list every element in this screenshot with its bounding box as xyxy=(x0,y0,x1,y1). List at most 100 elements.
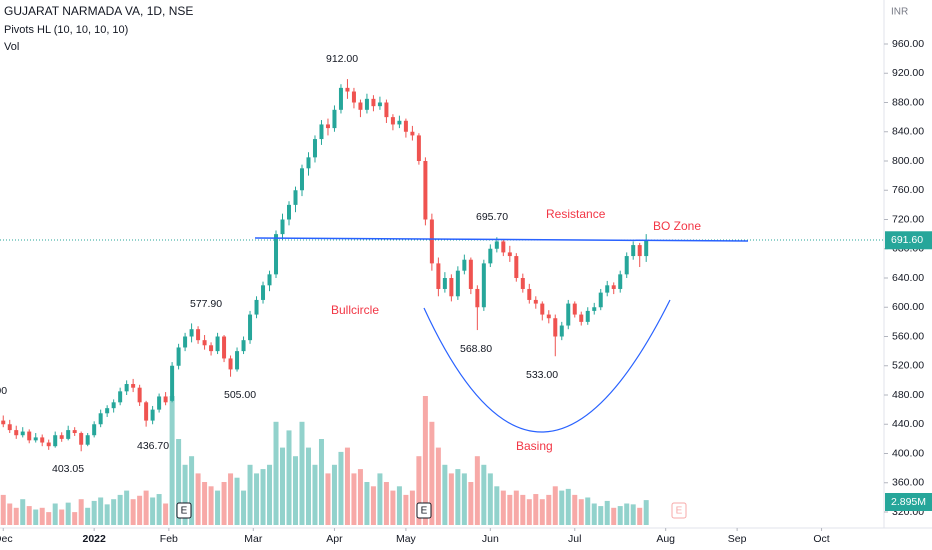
candle-body xyxy=(144,402,149,421)
candle-body xyxy=(306,157,311,169)
candle-body xyxy=(364,98,369,110)
x-tick-label: Oct xyxy=(813,533,829,545)
candle-body xyxy=(624,256,629,275)
volume-bar xyxy=(208,486,214,525)
volume-bar xyxy=(312,464,318,525)
volume-bar xyxy=(72,512,78,525)
y-tick-label: 720.00 xyxy=(892,213,924,225)
candle-body xyxy=(196,329,201,341)
resistance-line xyxy=(254,237,749,242)
volume-bar xyxy=(176,439,182,525)
candle-body xyxy=(637,245,642,257)
candle-body xyxy=(631,245,636,257)
candle-layer xyxy=(1,79,649,452)
volume-bar xyxy=(234,477,240,525)
volume-bar xyxy=(228,473,234,525)
volume-bar xyxy=(409,490,415,525)
candle-body xyxy=(137,387,142,403)
volume-bar xyxy=(98,497,104,525)
candle-body xyxy=(53,435,58,447)
x-tick-label: Jul xyxy=(568,533,581,545)
candle-body xyxy=(332,109,337,129)
y-tick-label: 960.00 xyxy=(892,38,924,50)
candle-body xyxy=(202,340,207,346)
volume-bar xyxy=(572,494,578,525)
volume-bar xyxy=(124,490,130,525)
candle-body xyxy=(157,396,162,410)
volume-bar xyxy=(189,456,195,525)
volume-layer xyxy=(0,396,649,525)
candle-body xyxy=(546,314,551,319)
last-price-label: 691.60 xyxy=(891,234,923,246)
candle-body xyxy=(72,430,77,434)
volume-bar xyxy=(267,464,273,525)
candle-body xyxy=(416,135,421,161)
candle-body xyxy=(455,270,460,297)
candle-body xyxy=(475,288,480,308)
candle-body xyxy=(287,204,292,220)
candle-body xyxy=(27,431,32,441)
candle-body xyxy=(481,263,486,308)
last-volume-tag xyxy=(885,493,932,511)
volume-bar xyxy=(299,421,305,525)
candle-body xyxy=(274,234,279,275)
candle-body xyxy=(507,252,512,257)
candle-body xyxy=(533,299,538,304)
y-tick-label: 880.00 xyxy=(892,96,924,108)
last-volume-label: 2.895M xyxy=(891,496,926,508)
volume-bar xyxy=(344,447,350,525)
candle-body xyxy=(338,87,343,110)
candle-body xyxy=(423,161,428,220)
candle-body xyxy=(605,285,610,293)
candle-body xyxy=(79,433,84,445)
y-tick-label: 400.00 xyxy=(892,447,924,459)
pivot-label: 403.05 xyxy=(52,463,84,475)
y-tick-label: 640.00 xyxy=(892,272,924,284)
volume-bar xyxy=(429,421,435,525)
volume-bar xyxy=(552,486,558,525)
candle-body xyxy=(66,430,71,439)
x-tick-label: May xyxy=(396,533,417,545)
volume-bar xyxy=(39,507,45,525)
volume-bar xyxy=(46,512,52,525)
volume-bar xyxy=(494,486,500,525)
earnings-marker-label: E xyxy=(181,506,188,517)
candle-body xyxy=(358,102,363,110)
volume-bar xyxy=(357,469,363,525)
x-tick-label: Sep xyxy=(728,533,747,545)
volume-bar xyxy=(500,490,506,525)
volume-bar xyxy=(241,490,247,525)
candle-body xyxy=(33,437,38,441)
candle-body xyxy=(468,259,473,289)
candle-body xyxy=(46,442,51,447)
volume-bar xyxy=(65,502,71,525)
y-tick-label: 520.00 xyxy=(892,360,924,372)
candle-body xyxy=(540,303,545,315)
volume-bar xyxy=(91,500,97,525)
indicator-label: Pivots HL (10, 10, 10, 10) xyxy=(4,24,128,36)
volume-bar xyxy=(202,482,208,525)
candle-body xyxy=(40,437,45,443)
volume-bar xyxy=(52,503,58,525)
candle-body xyxy=(98,413,103,425)
basing-curve xyxy=(423,299,671,433)
candle-body xyxy=(553,318,558,337)
pivot-label: 436.70 xyxy=(137,440,169,452)
volume-bar xyxy=(130,499,136,525)
y-tick-label: 440.00 xyxy=(892,418,924,430)
volume-bar xyxy=(364,482,370,525)
x-tick-label: Feb xyxy=(160,533,178,545)
volume-bar xyxy=(643,500,649,525)
volume-bar xyxy=(20,499,26,525)
volume-bar xyxy=(13,507,19,525)
volume-bar xyxy=(163,503,169,525)
earnings-marker xyxy=(416,502,432,519)
volume-bar xyxy=(598,506,604,525)
volume-bar xyxy=(260,469,266,525)
volume-bar xyxy=(468,482,474,525)
volume-bar xyxy=(448,473,454,525)
candle-body xyxy=(618,274,623,289)
volume-bar xyxy=(280,447,286,525)
pivot-label: 695.70 xyxy=(476,211,508,223)
volume-bar xyxy=(474,456,480,525)
